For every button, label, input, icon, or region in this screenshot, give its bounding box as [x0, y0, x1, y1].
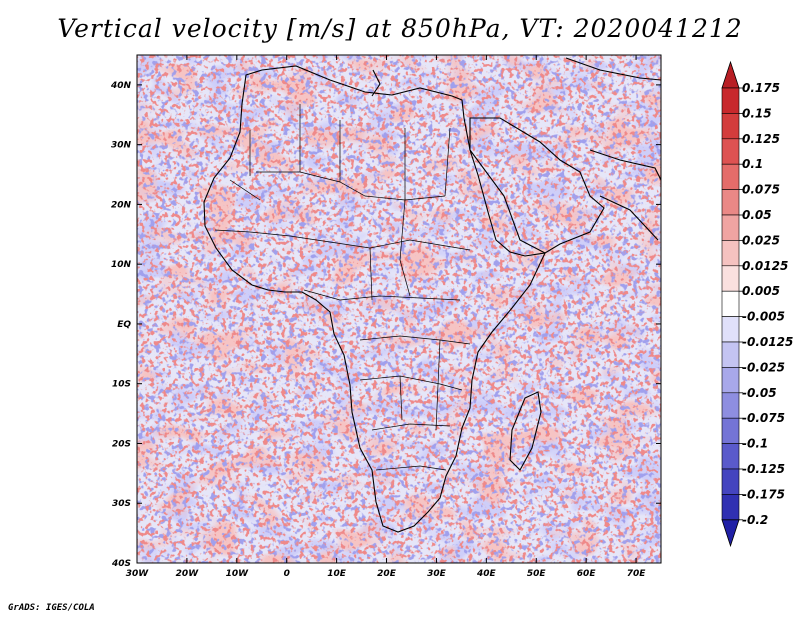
y-tick-label: 10S [112, 380, 131, 390]
colorbar-segment [721, 214, 740, 241]
x-tick-label: 30W [126, 569, 150, 579]
x-tick-label: 30E [427, 569, 447, 579]
x-tick-label: 50E [527, 569, 547, 579]
y-tick-label: 20S [112, 439, 131, 449]
y-tick-label: 40N [110, 81, 132, 91]
x-tick-label: 10E [327, 569, 347, 579]
colorbar-lower-arrow [721, 519, 740, 548]
colorbar-segment [721, 240, 740, 267]
credit-footer: GrADS: IGES/COLA [8, 603, 95, 613]
colorbar-label: 0.075 [742, 183, 780, 197]
y-tick-label: 20N [111, 200, 132, 210]
colorbar-label: -0.025 [742, 360, 785, 374]
colorbar-segment [721, 367, 740, 394]
colorbar-label: 0.025 [742, 233, 780, 247]
colorbar-label: 0.05 [742, 208, 772, 222]
velocity-field [137, 55, 661, 563]
x-tick-label: 20E [377, 569, 397, 579]
colorbar-label: 0.175 [742, 81, 780, 95]
y-tick-label: 30S [112, 499, 131, 509]
country-borders [214, 104, 471, 471]
x-axis-ticks: 30W 20W 10W 0 10E 20E 30E 40E 50E 60E 70E [126, 55, 646, 579]
colorbar-label: -0.2 [742, 513, 768, 527]
colorbar-segment [721, 290, 740, 317]
colorbar: 0.175 0.15 0.125 0.1 0.075 0.05 0.025 0.0125 0.0… [721, 60, 793, 548]
colorbar-segment [721, 443, 740, 470]
colorbar-label: -0.05 [742, 386, 777, 400]
colorbar-upper-arrow [721, 60, 740, 89]
y-tick-label: 10N [111, 260, 132, 270]
y-tick-label: 30N [111, 141, 132, 151]
y-tick-label: EQ [117, 320, 131, 330]
colorbar-label: -0.005 [742, 310, 785, 324]
y-axis-ticks: 40N 30N 20N 10N EQ 10S 20S 30S 40S [110, 81, 661, 569]
colorbar-label: -0.125 [742, 462, 785, 476]
colorbar-segment [721, 392, 740, 419]
x-tick-label: 20W [176, 569, 200, 579]
colorbar-label: 0.15 [742, 106, 772, 120]
colorbar-segment [721, 189, 740, 216]
x-tick-label: 10W [226, 569, 250, 579]
x-tick-label: 0 [284, 569, 290, 579]
y-tick-label: 40S [111, 559, 131, 569]
colorbar-segment [721, 87, 740, 114]
x-tick-label: 70E [627, 569, 647, 579]
colorbar-label: -0.175 [742, 487, 785, 501]
colorbar-label: -0.0125 [742, 335, 793, 349]
colorbar-label: 0.125 [742, 132, 780, 146]
colorbar-segment [721, 316, 740, 343]
colorbar-label: -0.075 [742, 411, 785, 425]
colorbar-segment [721, 417, 740, 444]
colorbar-segment [721, 113, 740, 140]
colorbar-label: -0.1 [742, 437, 768, 451]
x-tick-label: 60E [577, 569, 597, 579]
colorbar-label: 0.1 [742, 157, 763, 171]
colorbar-label: 0.005 [742, 284, 780, 298]
colorbar-segment [721, 163, 740, 190]
coastlines [203, 57, 661, 533]
colorbar-segment [721, 138, 740, 165]
map-frame [136, 54, 662, 564]
colorbar-segment [721, 468, 740, 495]
x-tick-label: 40E [476, 569, 497, 579]
colorbar-segment [721, 341, 740, 368]
map-title: Vertical velocity [m/s] at 850hPa, VT: 2… [57, 14, 743, 43]
colorbar-label: 0.0125 [742, 259, 788, 273]
colorbar-segment [721, 494, 740, 521]
colorbar-segment [721, 265, 740, 292]
